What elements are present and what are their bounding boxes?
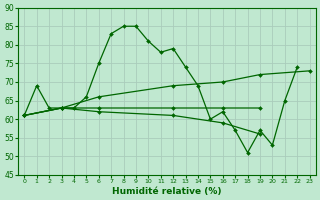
X-axis label: Humidité relative (%): Humidité relative (%) — [112, 187, 222, 196]
